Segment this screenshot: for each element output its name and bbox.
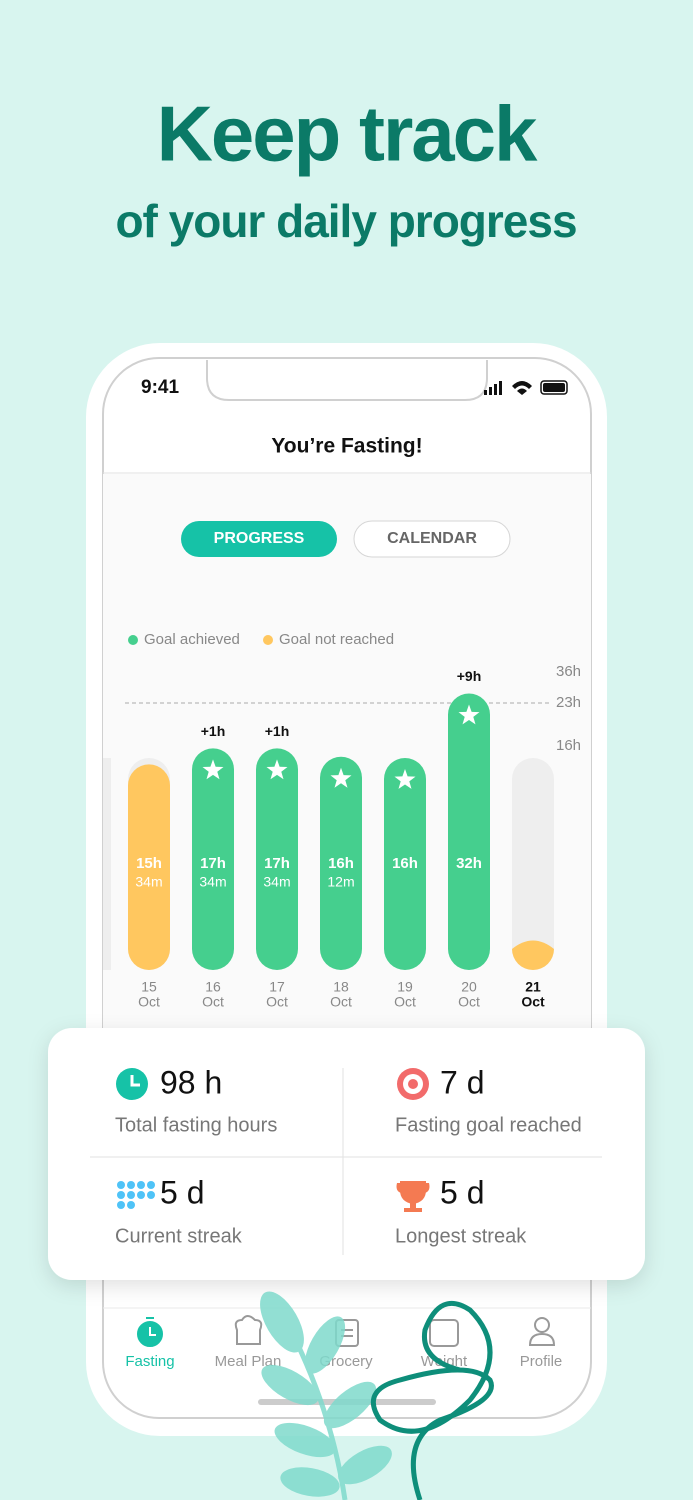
x-tick-label: Oct [138,994,160,1010]
star-icon [458,704,480,725]
bar-label: 15h [136,855,162,872]
stat-value: 5 d [160,1174,204,1210]
bar-label: 32h [456,855,482,872]
bar-label: 34m [199,874,226,890]
x-tick-label: 19 [397,979,413,995]
nav-label[interactable]: Weight [421,1353,468,1370]
bar-label: 34m [135,874,162,890]
y-tick-label: 36h [556,663,581,680]
streak-icon [117,1181,155,1209]
bar [192,748,234,970]
status-time: 9:41 [141,377,179,398]
trophy-icon [396,1181,430,1212]
stat-value: 7 d [440,1064,484,1100]
tab-label[interactable]: CALENDAR [387,530,477,547]
clock-icon [116,1068,148,1100]
bar-label: 16h [328,855,354,872]
tab[interactable] [353,520,511,558]
stat-label: Total fasting hours [115,1114,277,1136]
x-tick-label: Oct [266,994,288,1010]
nav-label[interactable]: Profile [520,1353,563,1370]
bar-label: 17h [264,855,290,872]
bar [320,756,362,970]
x-tick-label: Oct [330,994,352,1010]
notch [206,360,488,401]
legend-label: Goal not reached [279,631,394,648]
nav-icons [137,1315,556,1347]
x-tick-label: 20 [461,979,477,995]
y-tick-label: 23h [556,694,581,711]
bar-label: 34m [263,874,290,890]
nav-label[interactable]: Fasting [125,1353,174,1370]
x-tick-label: Oct [458,994,480,1010]
star-icon [266,759,288,780]
legend-dot [263,635,273,645]
stat-label: Current streak [115,1225,243,1247]
y-tick-label: 16h [556,737,581,754]
tab-active[interactable] [181,521,337,557]
x-tick-label: Oct [521,994,545,1010]
bar [384,758,426,970]
today-progress [512,940,554,970]
status-icons [484,380,568,395]
bar-track [512,758,554,970]
bar-label: 16h [392,855,418,872]
bar-extra: +1h [265,723,290,739]
headline: Keep track [157,90,538,178]
x-tick-label: 15 [141,979,157,995]
x-tick-label: 16 [205,979,221,995]
x-tick-label: 21 [525,979,541,995]
plant-decoration [260,1291,392,1500]
stats-card [48,1028,645,1280]
chart: Goal achieved Goal not reached 36h 23h 16h 15… [125,631,581,1010]
target-icon [397,1068,429,1100]
partial-bar [103,758,111,970]
tab-label[interactable]: PROGRESS [214,530,305,547]
x-tick-label: 17 [269,979,285,995]
bar [256,748,298,970]
bar-extra: +1h [201,723,226,739]
screen-title: You’re Fasting! [271,435,422,458]
x-tick-label: 18 [333,979,349,995]
legend-label: Goal achieved [144,631,240,648]
legend-dot [128,635,138,645]
star-icon [394,769,416,789]
stat-label: Longest streak [395,1225,527,1247]
x-tick-label: Oct [202,994,224,1010]
bar [448,693,490,970]
stat-value: 98 h [160,1064,222,1100]
star-icon [202,759,224,780]
bar-extra: +9h [457,668,482,684]
star-icon [330,767,352,788]
stat-label: Fasting goal reached [395,1114,582,1136]
stat-value: 5 d [440,1174,484,1210]
bar-label: 12m [327,874,354,890]
bar [128,764,170,970]
subheadline: of your daily progress [115,195,576,247]
nav-label[interactable]: Meal Plan [215,1353,282,1370]
x-tick-label: Oct [394,994,416,1010]
bar-label: 17h [200,855,226,872]
vine-decoration [370,1300,494,1500]
